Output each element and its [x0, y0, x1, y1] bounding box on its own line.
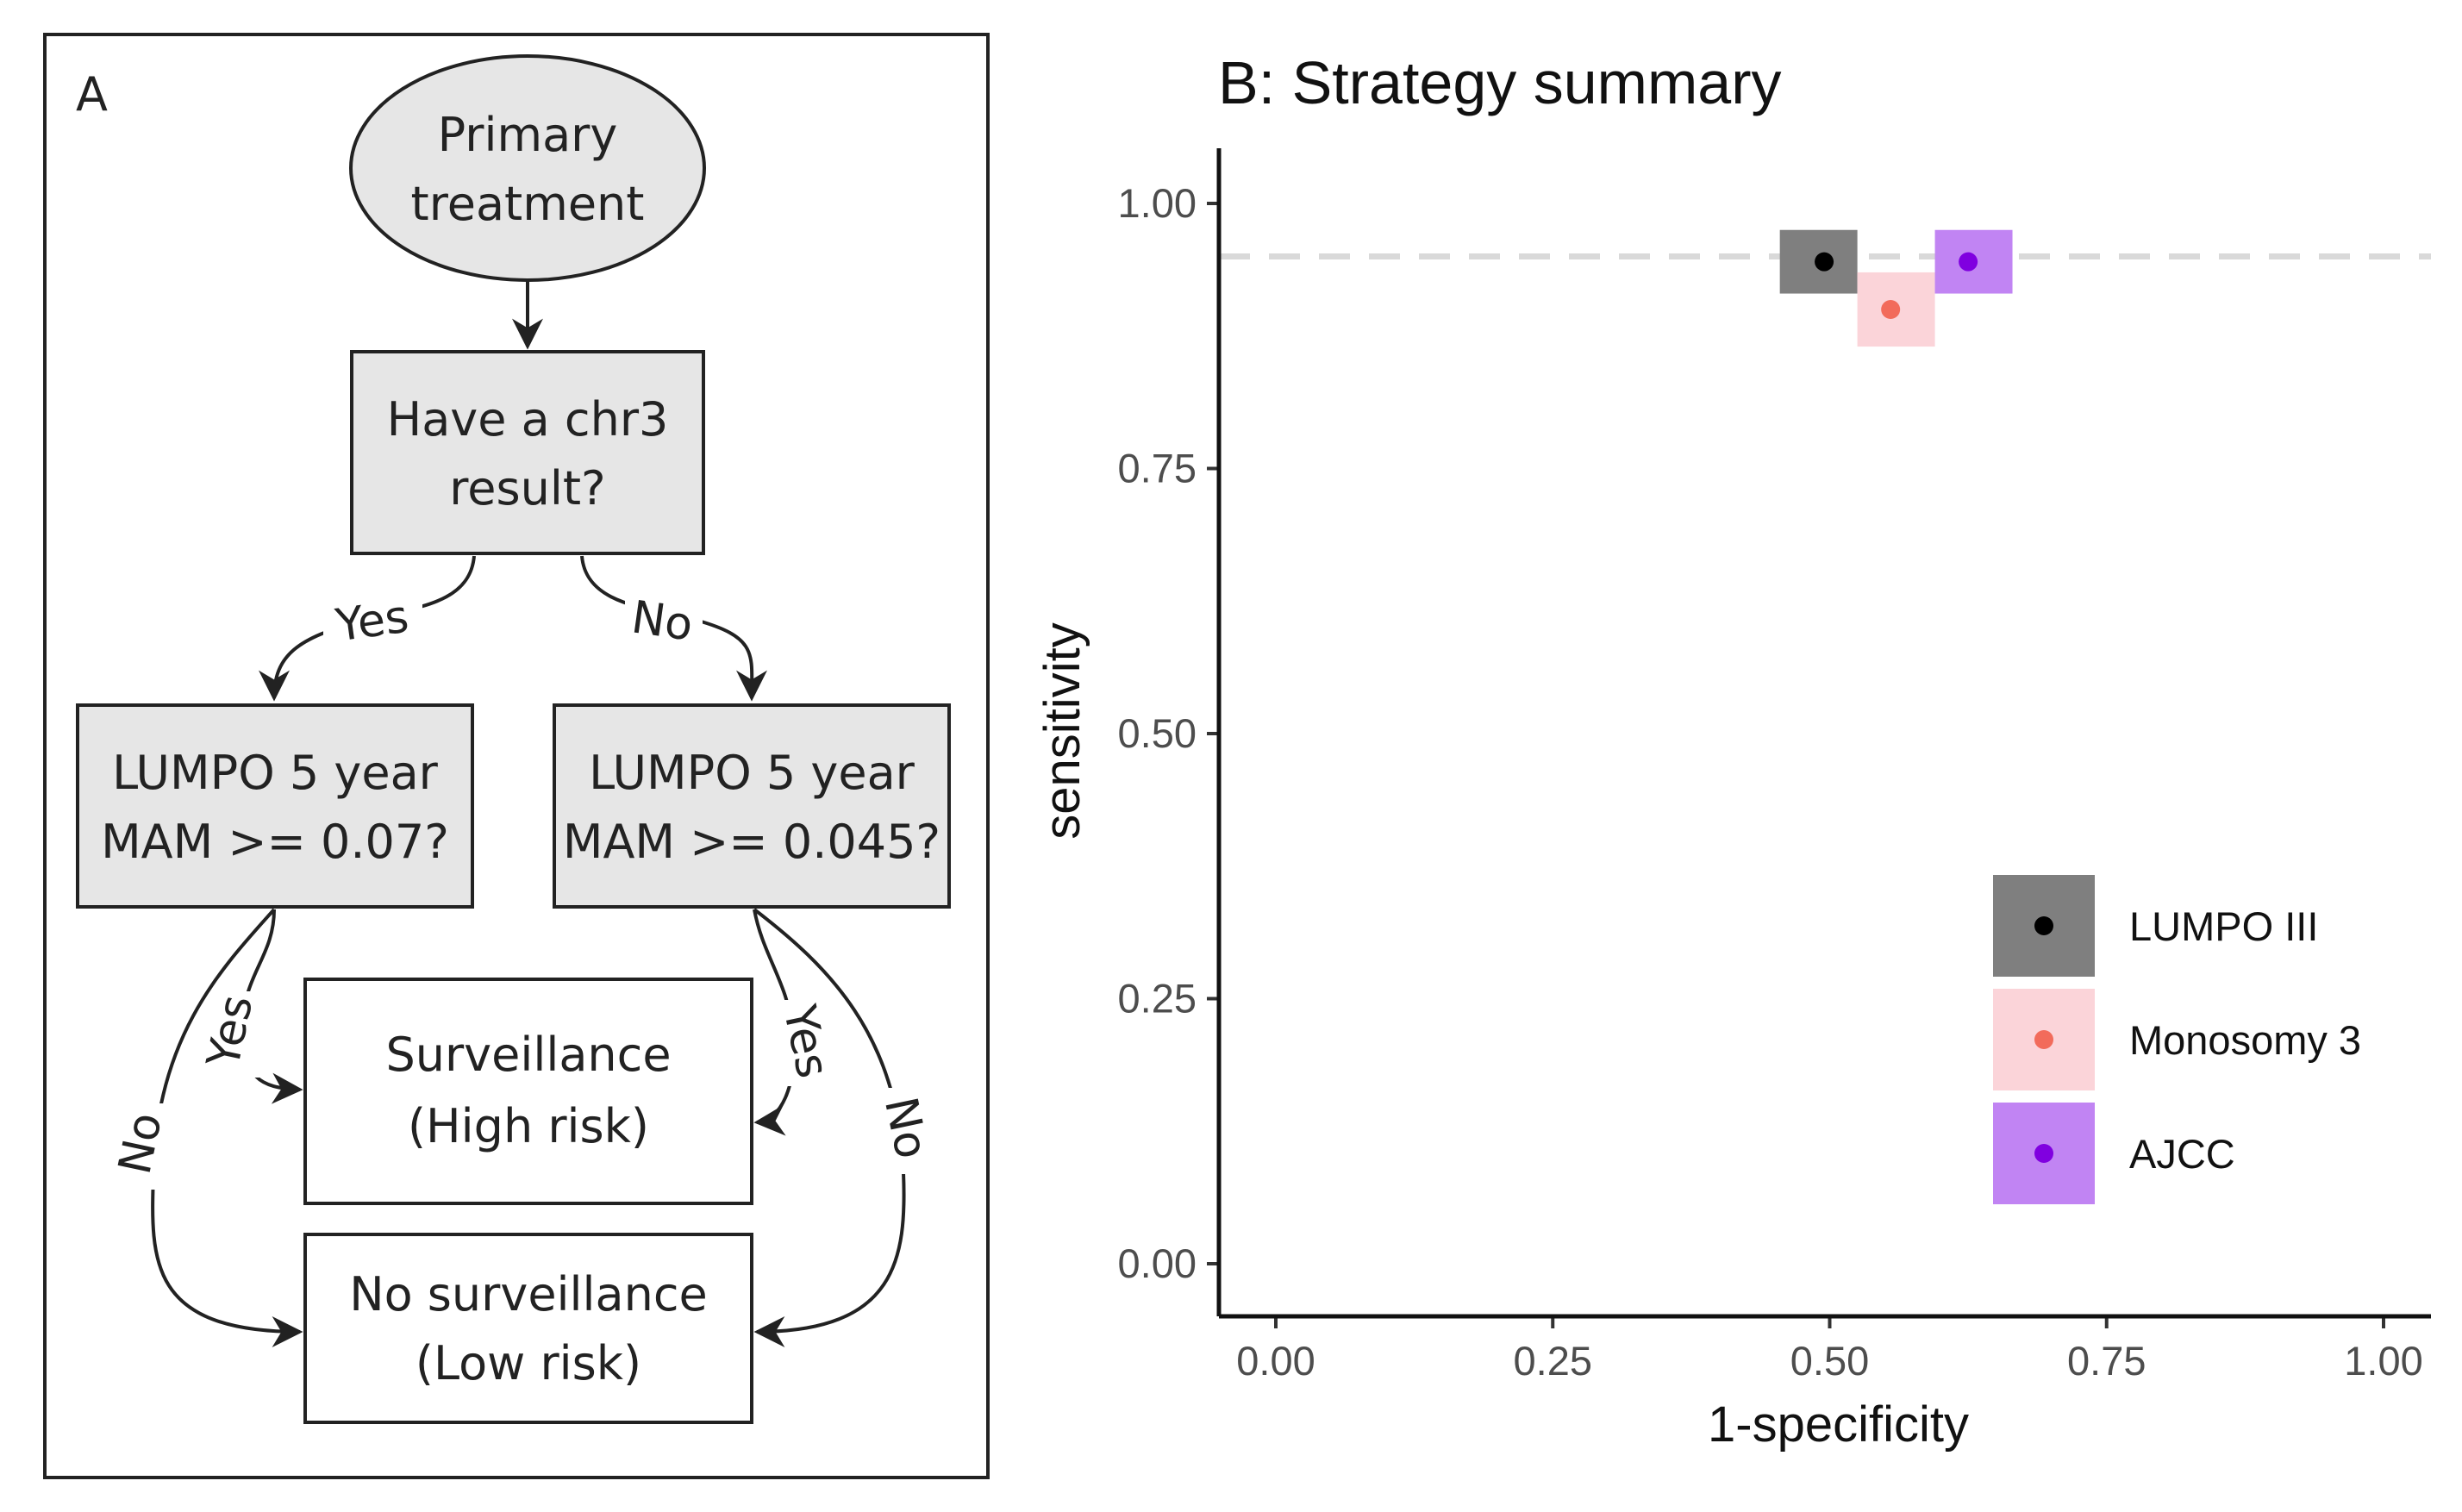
y-tick-label: 0.75 — [1118, 446, 1197, 491]
right-check-line2: MAM >= 0.045? — [563, 815, 940, 869]
edge-label-bg — [323, 595, 422, 647]
x-tick-label: 0.50 — [1790, 1338, 1869, 1384]
edge-label-bg — [763, 1000, 818, 1086]
left-check-line2: MAM >= 0.07? — [101, 815, 449, 869]
start-node-line2: treatment — [411, 177, 645, 231]
edge-label-bg — [217, 991, 272, 1078]
left-check-node — [76, 703, 474, 909]
outcome-low-node — [303, 1233, 753, 1424]
panel-label-a: A — [76, 67, 108, 122]
left-check-line1: LUMPO 5 year — [112, 746, 439, 800]
strategy-point — [1881, 300, 1901, 319]
edge-label-bg — [864, 1088, 919, 1174]
strategy-point — [1815, 252, 1834, 272]
strategy-points — [1815, 252, 1978, 319]
x-tick-label: 0.00 — [1236, 1338, 1315, 1384]
decision-node-line2: result? — [449, 461, 605, 515]
outcome-high-node — [303, 978, 753, 1205]
legend-key-point — [2034, 1144, 2053, 1163]
x-axis-title: 1-specificity — [1708, 1396, 1969, 1453]
edge-label-bg — [128, 1103, 183, 1190]
y-axis-title: sensitivity — [1034, 622, 1090, 839]
legend-label: AJCC — [2129, 1131, 2235, 1177]
legend-key-point — [2034, 916, 2053, 935]
edge-label-right-no: No — [874, 1093, 937, 1164]
edge-label-no: No — [628, 591, 696, 651]
strategy-point — [1959, 252, 1978, 272]
edge-label-left-no: No — [109, 1109, 172, 1179]
outcome-high-line2: (High risk) — [408, 1099, 649, 1153]
chart-title: B: Strategy summary — [1218, 49, 1782, 116]
y-tick-label: 0.25 — [1118, 976, 1197, 1022]
legend-label: Monosomy 3 — [2129, 1017, 2361, 1063]
start-node — [349, 54, 706, 282]
x-tick-label: 0.75 — [2067, 1338, 2146, 1384]
y-axis-ticks: 0.00 0.25 0.50 0.75 1.00 — [1118, 180, 1219, 1286]
edge-label-bg — [625, 595, 703, 647]
y-tick-label: 1.00 — [1118, 180, 1197, 226]
x-axis-ticks: 0.00 0.25 0.50 0.75 1.00 — [1236, 1316, 2423, 1384]
decision-node — [350, 350, 705, 555]
decision-node-line1: Have a chr3 — [387, 392, 669, 447]
edge-label-yes: Yes — [332, 590, 411, 652]
flowchart-panel: A Primary treatment Have a chr3 result? … — [43, 33, 990, 1479]
x-tick-label: 1.00 — [2344, 1338, 2422, 1384]
y-tick-label: 0.50 — [1118, 710, 1197, 756]
outcome-low-line2: (Low risk) — [416, 1336, 641, 1390]
right-check-node — [553, 703, 951, 909]
strategy-boxes — [1779, 229, 2013, 347]
right-check-line1: LUMPO 5 year — [589, 746, 915, 800]
chart-panel: B: Strategy summary 0.00 0.25 0.50 0.75 1.00… — [1034, 49, 2431, 1453]
x-tick-label: 0.25 — [1514, 1338, 1592, 1384]
outcome-low-line1: No surveillance — [349, 1267, 708, 1321]
outcome-high-line1: Surveillance — [385, 1028, 671, 1082]
legend: LUMPO III Monosomy 3 AJCC — [1993, 875, 2361, 1204]
legend-key-point — [2034, 1030, 2053, 1049]
start-node-line1: Primary — [438, 108, 618, 162]
y-tick-label: 0.00 — [1118, 1240, 1197, 1286]
legend-label: LUMPO III — [2129, 903, 2318, 949]
